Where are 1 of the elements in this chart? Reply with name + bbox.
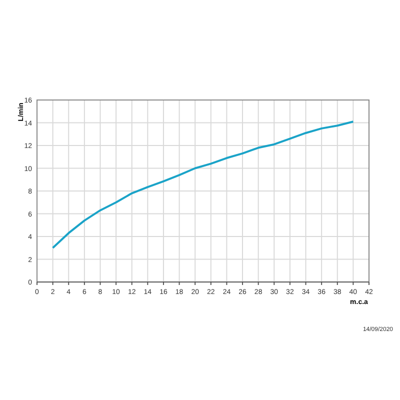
line-series (52, 120, 354, 249)
